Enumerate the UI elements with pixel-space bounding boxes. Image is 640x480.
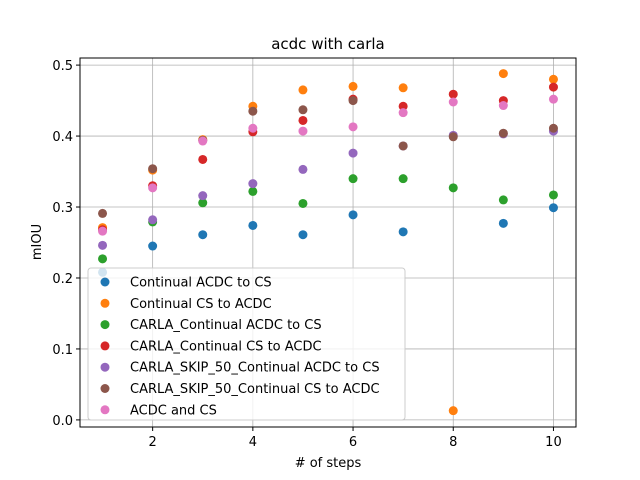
data-point xyxy=(298,164,308,174)
data-point xyxy=(348,210,358,220)
y-tick-label: 0.3 xyxy=(52,201,73,216)
data-point xyxy=(148,164,158,174)
data-point xyxy=(448,406,458,416)
data-point xyxy=(198,136,208,146)
data-point xyxy=(548,123,558,133)
data-point xyxy=(198,154,208,164)
x-axis-label: # of steps xyxy=(295,456,362,471)
legend-marker xyxy=(100,277,110,287)
data-point xyxy=(98,254,108,264)
data-point xyxy=(248,186,258,196)
data-point xyxy=(298,198,308,208)
data-point xyxy=(398,101,408,111)
x-tick-label: 8 xyxy=(449,435,457,450)
data-point xyxy=(448,97,458,107)
x-tick-label: 4 xyxy=(249,435,257,450)
legend-entry: CARLA_Continual ACDC to CS xyxy=(130,318,322,333)
plot-frame xyxy=(79,57,577,428)
data-point xyxy=(548,82,558,92)
data-point xyxy=(298,105,308,115)
data-point xyxy=(498,69,508,79)
data-point xyxy=(298,230,308,240)
data-point xyxy=(98,208,108,218)
data-point xyxy=(448,183,458,193)
y-tick-label: 0.5 xyxy=(52,59,73,74)
data-point xyxy=(248,220,258,230)
data-point xyxy=(198,230,208,240)
x-axis-ticks: 2 4 6 8 10 xyxy=(149,427,562,450)
data-point xyxy=(348,122,358,132)
y-tick-label: 0.1 xyxy=(52,343,73,358)
legend-marker xyxy=(100,298,110,308)
data-point xyxy=(198,191,208,201)
data-point xyxy=(298,126,308,136)
data-point xyxy=(298,85,308,95)
y-tick-label: 0.4 xyxy=(52,130,73,145)
data-point xyxy=(248,179,258,189)
y-axis-ticks: 0.0 0.1 0.2 0.3 0.4 0.5 xyxy=(52,59,80,429)
data-point xyxy=(398,141,408,151)
x-tick-label: 2 xyxy=(149,435,157,450)
data-point xyxy=(98,226,108,236)
data-point xyxy=(448,89,458,99)
legend-entry: ACDC and CS xyxy=(130,403,217,418)
y-tick-label: 0.2 xyxy=(52,272,73,287)
legend-marker xyxy=(100,384,110,393)
data-point xyxy=(348,96,358,106)
data-point xyxy=(548,190,558,200)
data-point xyxy=(398,83,408,93)
x-tick-label: 6 xyxy=(349,435,357,450)
legend-entry: CARLA_SKIP_50_Continual ACDC to CS xyxy=(130,361,380,376)
data-point xyxy=(148,183,158,193)
data-point xyxy=(448,132,458,142)
data-point xyxy=(148,241,158,251)
data-point xyxy=(348,174,358,184)
data-point xyxy=(548,94,558,104)
data-point xyxy=(498,128,508,138)
legend-entry: CARLA_Continual CS to ACDC xyxy=(130,339,322,354)
legend-frame xyxy=(87,267,406,421)
legend-marker xyxy=(100,362,110,372)
data-point xyxy=(548,74,558,84)
y-axis-label: mIOU xyxy=(30,224,45,260)
y-tick-label: 0.0 xyxy=(52,414,73,429)
x-tick-label: 10 xyxy=(545,435,562,450)
data-point xyxy=(398,174,408,184)
legend-marker xyxy=(100,405,110,415)
data-point xyxy=(148,215,158,225)
data-point xyxy=(298,115,308,125)
legend-marker xyxy=(100,341,110,351)
data-point xyxy=(398,108,408,118)
legend: Continual ACDC to CS Continual CS to ACDC… xyxy=(87,267,406,421)
data-point xyxy=(198,198,208,208)
data-point xyxy=(248,123,258,133)
data-point xyxy=(498,218,508,228)
data-point xyxy=(248,106,258,116)
legend-entry: Continual ACDC to CS xyxy=(130,276,272,291)
data-point xyxy=(98,240,108,250)
data-point xyxy=(548,203,558,213)
data-point xyxy=(498,101,508,111)
data-point xyxy=(348,148,358,158)
legend-marker xyxy=(100,320,110,330)
data-point xyxy=(498,195,508,205)
legend-entry: CARLA_SKIP_50_Continual CS to ACDC xyxy=(130,382,380,397)
chart-title: acdc with carla xyxy=(271,35,385,53)
data-point xyxy=(348,81,358,91)
legend-entry: Continual CS to ACDC xyxy=(130,297,272,312)
data-point xyxy=(398,227,408,237)
